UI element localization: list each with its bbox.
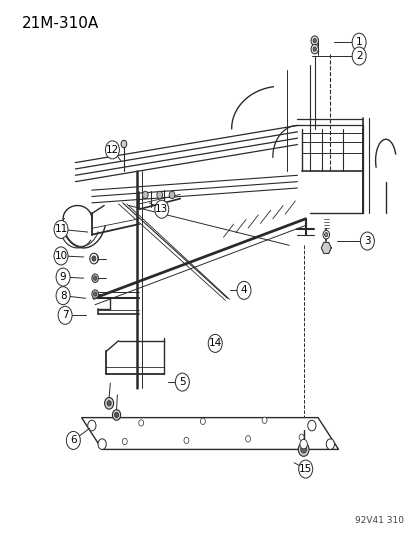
Circle shape (261, 417, 266, 423)
Polygon shape (320, 243, 330, 254)
Circle shape (312, 47, 316, 51)
Circle shape (107, 401, 111, 406)
Circle shape (98, 439, 106, 449)
Circle shape (92, 290, 98, 298)
Circle shape (114, 413, 118, 418)
Circle shape (93, 276, 97, 280)
Circle shape (310, 44, 318, 54)
Circle shape (92, 256, 96, 261)
Text: 21M-310A: 21M-310A (22, 16, 99, 31)
Text: 8: 8 (59, 290, 66, 301)
Circle shape (93, 256, 97, 261)
Circle shape (154, 200, 169, 218)
Circle shape (92, 274, 98, 282)
Circle shape (104, 398, 114, 409)
Text: 92V41 310: 92V41 310 (354, 516, 404, 525)
Circle shape (298, 442, 308, 456)
Circle shape (175, 373, 189, 391)
Text: 12: 12 (106, 145, 119, 155)
Circle shape (122, 438, 127, 445)
Text: 10: 10 (55, 251, 67, 261)
Text: 3: 3 (363, 236, 370, 246)
Circle shape (169, 191, 175, 199)
Circle shape (208, 334, 222, 352)
Circle shape (237, 281, 250, 300)
Circle shape (298, 434, 303, 440)
Circle shape (312, 38, 316, 43)
Text: 9: 9 (59, 272, 66, 282)
Circle shape (56, 287, 70, 305)
Text: 5: 5 (178, 377, 185, 387)
Circle shape (324, 232, 327, 237)
Circle shape (112, 410, 120, 420)
Circle shape (359, 232, 373, 250)
Circle shape (322, 230, 329, 239)
Circle shape (142, 191, 148, 199)
Text: 13: 13 (155, 204, 168, 214)
Circle shape (300, 446, 306, 453)
Text: 7: 7 (62, 310, 68, 320)
Circle shape (299, 439, 306, 449)
Text: 15: 15 (298, 464, 311, 474)
Circle shape (310, 36, 318, 45)
Circle shape (245, 435, 250, 442)
Circle shape (105, 141, 119, 159)
Circle shape (298, 460, 312, 478)
Circle shape (121, 140, 126, 148)
Text: 14: 14 (208, 338, 221, 349)
Polygon shape (81, 418, 338, 449)
Circle shape (200, 418, 205, 424)
Circle shape (307, 420, 315, 431)
Circle shape (58, 306, 72, 324)
Circle shape (157, 191, 162, 199)
Text: 2: 2 (355, 51, 362, 61)
Text: 1: 1 (355, 37, 362, 47)
Circle shape (351, 47, 365, 65)
Circle shape (325, 439, 334, 449)
Circle shape (90, 253, 98, 264)
Text: 6: 6 (70, 435, 76, 446)
Circle shape (351, 33, 365, 51)
Circle shape (138, 419, 143, 426)
Circle shape (66, 431, 80, 449)
Circle shape (54, 220, 68, 238)
Circle shape (56, 268, 70, 286)
Circle shape (93, 292, 97, 296)
Text: 4: 4 (240, 285, 247, 295)
Circle shape (54, 247, 68, 265)
Circle shape (92, 254, 98, 263)
Text: 11: 11 (54, 224, 67, 235)
Circle shape (88, 420, 96, 431)
Circle shape (183, 437, 188, 443)
